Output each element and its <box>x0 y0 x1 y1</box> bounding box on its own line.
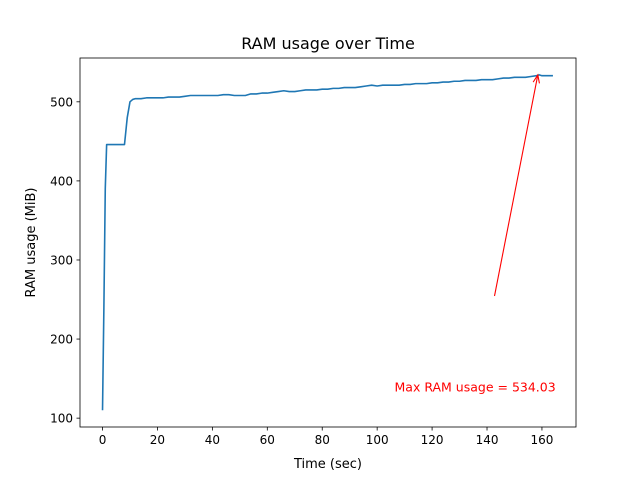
annotation-text: Max RAM usage = 534.03 <box>395 380 556 395</box>
series-line <box>101 74 553 411</box>
y-axis-ticks: 100 200 300 400 500 <box>50 95 80 426</box>
x-tick-label: 60 <box>260 433 275 447</box>
y-tick-label: 200 <box>50 333 73 347</box>
x-tick-label: 80 <box>315 433 330 447</box>
x-tick-label: 100 <box>366 433 389 447</box>
lines-layer <box>101 74 553 411</box>
x-tick-label: 0 <box>99 433 107 447</box>
plot-area <box>80 58 576 427</box>
x-tick-label: 40 <box>205 433 220 447</box>
y-axis-label: RAM usage (MiB) <box>24 188 39 298</box>
x-axis-label: Time (sec) <box>293 457 362 472</box>
y-tick-label: 300 <box>50 253 73 267</box>
annotation-arrow-head <box>532 73 540 84</box>
y-tick-label: 400 <box>50 174 73 188</box>
annotation-layer: Max RAM usage = 534.03 <box>395 73 556 395</box>
x-axis-ticks: 0 20 40 60 80 100 120 140 160 <box>99 427 553 447</box>
y-tick-label: 100 <box>50 412 73 426</box>
chart-title: RAM usage over Time <box>241 34 415 53</box>
x-tick-label: 160 <box>530 433 553 447</box>
annotation-arrow-line <box>493 74 539 297</box>
y-tick-label: 500 <box>50 95 73 109</box>
x-tick-label: 120 <box>421 433 444 447</box>
x-tick-label: 20 <box>150 433 165 447</box>
plot-frame <box>79 57 577 428</box>
x-tick-label: 140 <box>476 433 499 447</box>
